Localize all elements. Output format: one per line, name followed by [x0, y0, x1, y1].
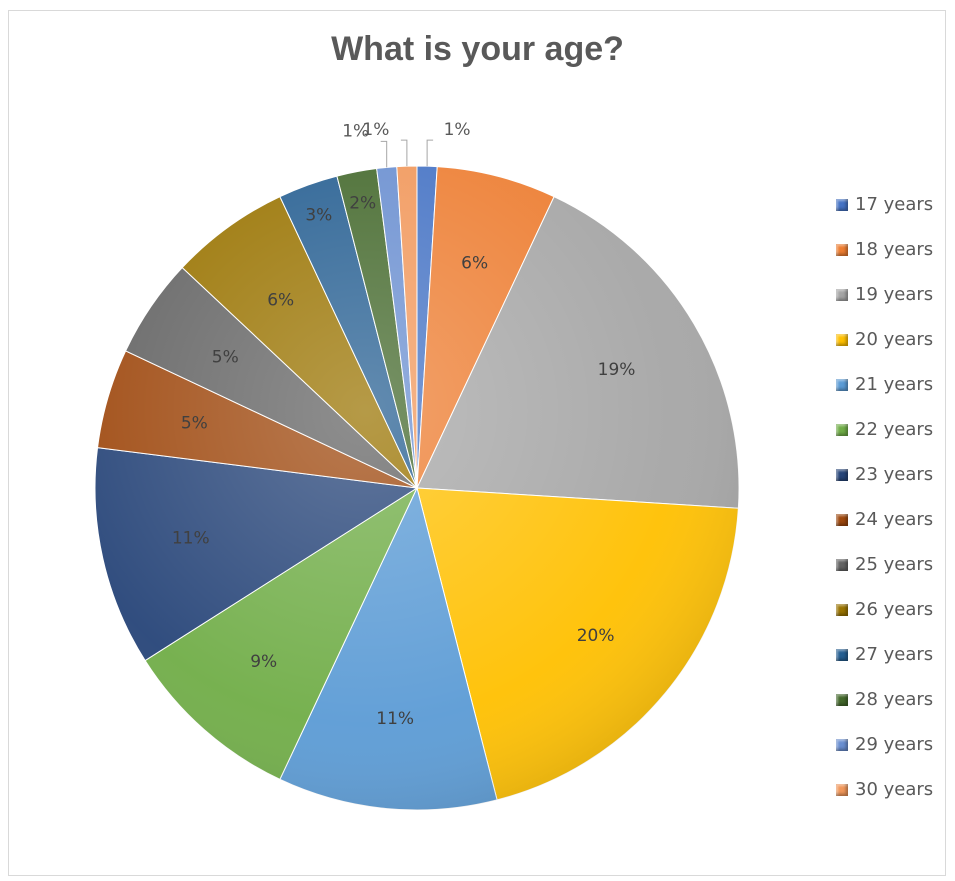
legend-label: 30 years — [855, 779, 934, 800]
slice-label-28-years: 2% — [349, 193, 376, 213]
slice-label-22-years: 9% — [250, 652, 277, 672]
legend-item: 26 years — [836, 587, 948, 632]
slice-label-18-years: 6% — [461, 253, 488, 273]
legend-label: 17 years — [855, 194, 934, 215]
slice-label-25-years: 5% — [212, 348, 239, 368]
slice-label-27-years: 3% — [305, 205, 332, 225]
leader-line-29-years — [380, 140, 388, 168]
legend-label: 28 years — [855, 689, 934, 710]
legend-item: 28 years — [836, 677, 948, 722]
legend-item: 25 years — [836, 542, 948, 587]
legend-label: 19 years — [855, 284, 934, 305]
slice-label-23-years: 11% — [172, 529, 210, 549]
legend-swatch — [836, 603, 848, 616]
legend-label: 23 years — [855, 464, 934, 485]
legend-item: 27 years — [836, 632, 948, 677]
slice-label-29-years: 1% — [342, 121, 369, 141]
legend-item: 22 years — [836, 407, 948, 452]
slice-label-24-years: 5% — [181, 413, 208, 433]
legend-item: 17 years — [836, 182, 948, 227]
legend-item: 18 years — [836, 227, 948, 272]
legend-label: 29 years — [855, 734, 934, 755]
legend-swatch — [836, 243, 848, 256]
legend-item: 23 years — [836, 452, 948, 497]
legend-swatch — [836, 738, 848, 751]
legend-swatch — [836, 423, 848, 436]
legend: 17 years 18 years 19 years 20 years 21 years… — [836, 182, 948, 812]
legend-swatch — [836, 783, 848, 796]
legend-label: 25 years — [855, 554, 934, 575]
legend-label: 22 years — [855, 419, 934, 440]
chart-title: What is your age? — [331, 30, 624, 68]
legend-label: 26 years — [855, 599, 934, 620]
slice-label-21-years: 11% — [376, 709, 414, 729]
legend-item: 24 years — [836, 497, 948, 542]
legend-label: 24 years — [855, 509, 934, 530]
slice-label-20-years: 20% — [577, 626, 615, 646]
legend-swatch — [836, 648, 848, 661]
legend-swatch — [836, 288, 848, 301]
legend-item: 21 years — [836, 362, 948, 407]
legend-item: 29 years — [836, 722, 948, 767]
legend-swatch — [836, 333, 848, 346]
legend-swatch — [836, 693, 848, 706]
slice-label-19-years: 19% — [598, 360, 636, 380]
slice-label-17-years: 1% — [444, 120, 471, 140]
legend-item: 20 years — [836, 317, 948, 362]
legend-swatch — [836, 198, 848, 211]
leader-line-30-years — [400, 139, 408, 167]
legend-item: 30 years — [836, 767, 948, 812]
legend-label: 27 years — [855, 644, 934, 665]
legend-swatch — [836, 378, 848, 391]
legend-label: 18 years — [855, 239, 934, 260]
legend-swatch — [836, 513, 848, 526]
leader-line-17-years — [426, 139, 434, 167]
legend-label: 21 years — [855, 374, 934, 395]
slice-label-30-years: 1% — [362, 120, 389, 140]
slice-label-26-years: 6% — [267, 290, 294, 310]
legend-label: 20 years — [855, 329, 934, 350]
legend-item: 19 years — [836, 272, 948, 317]
legend-swatch — [836, 468, 848, 481]
legend-swatch — [836, 558, 848, 571]
